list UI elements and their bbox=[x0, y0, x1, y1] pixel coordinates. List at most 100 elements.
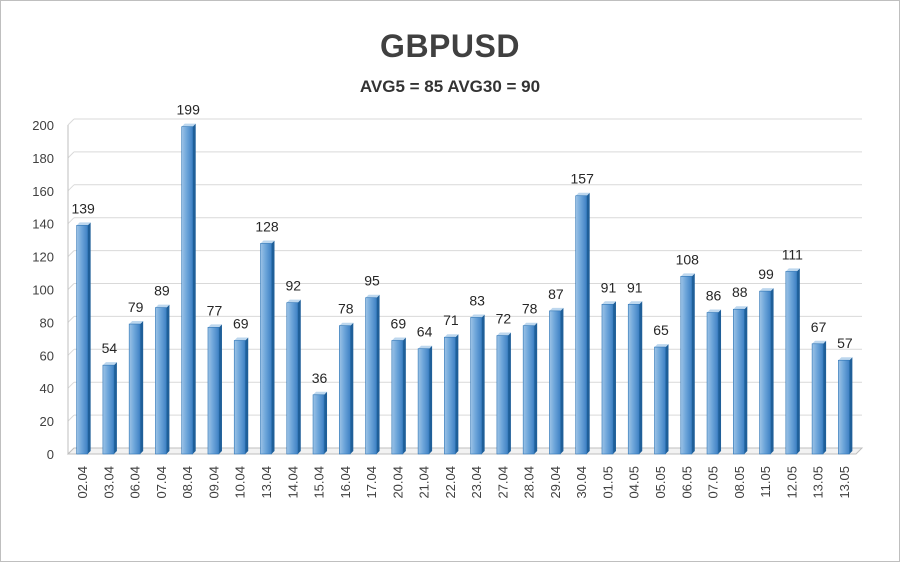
bar bbox=[522, 325, 535, 455]
bar bbox=[785, 271, 798, 455]
gridline-depth bbox=[67, 151, 75, 159]
bar-top bbox=[339, 322, 354, 326]
y-tick-label: 180 bbox=[32, 151, 54, 166]
data-label: 71 bbox=[443, 312, 459, 328]
y-tick-label: 80 bbox=[40, 315, 54, 330]
data-label: 57 bbox=[837, 335, 853, 351]
y-tick-label: 60 bbox=[40, 348, 54, 363]
data-label: 157 bbox=[571, 171, 595, 187]
bar bbox=[76, 225, 88, 455]
gridlines bbox=[67, 118, 862, 455]
data-label: 79 bbox=[128, 299, 144, 315]
data-label: 92 bbox=[285, 278, 301, 294]
gridline-depth bbox=[67, 118, 75, 126]
data-label: 128 bbox=[255, 218, 279, 234]
x-tick-label: 12.05 bbox=[784, 466, 799, 499]
bar-top bbox=[523, 322, 538, 326]
data-label: 72 bbox=[496, 311, 512, 327]
bar-top bbox=[313, 391, 328, 395]
bar bbox=[128, 323, 141, 455]
x-tick-label: 13.05 bbox=[837, 466, 852, 499]
bar bbox=[365, 297, 377, 455]
chart-subtitle: AVG5 = 85 AVG30 = 90 bbox=[359, 77, 541, 96]
y-tick-label: 140 bbox=[32, 217, 54, 232]
x-tick-label: 17.04 bbox=[364, 466, 379, 499]
bar-top bbox=[207, 324, 222, 328]
data-label: 91 bbox=[601, 279, 617, 295]
gridline-depth bbox=[67, 217, 75, 225]
y-tick-label: 200 bbox=[32, 118, 54, 133]
bar bbox=[706, 312, 719, 455]
bar-top bbox=[707, 309, 722, 313]
x-tick-label: 15.04 bbox=[312, 466, 327, 499]
data-label: 67 bbox=[811, 319, 827, 335]
bar-top bbox=[785, 268, 800, 272]
bar bbox=[496, 335, 509, 455]
x-tick-label: 14.04 bbox=[285, 466, 300, 499]
bar-side bbox=[560, 307, 564, 454]
bar-side bbox=[612, 301, 616, 454]
bar-side bbox=[271, 240, 275, 454]
bar-top bbox=[470, 314, 485, 318]
bar-side bbox=[770, 288, 774, 454]
x-tick-label: 13.05 bbox=[811, 466, 826, 499]
x-tick-label: 29.04 bbox=[548, 466, 563, 499]
bar bbox=[732, 308, 745, 455]
bar-side bbox=[402, 337, 406, 454]
gridline-depth bbox=[67, 316, 75, 323]
bar bbox=[181, 126, 193, 455]
bar-top bbox=[575, 192, 590, 196]
bar-side bbox=[744, 306, 748, 454]
bar bbox=[417, 348, 430, 455]
bar-side bbox=[639, 301, 643, 454]
bar-side bbox=[324, 391, 328, 454]
data-label: 64 bbox=[417, 324, 433, 340]
data-label: 77 bbox=[207, 302, 223, 318]
gridline-depth bbox=[67, 250, 75, 257]
gridline-depth bbox=[67, 283, 75, 290]
data-label: 89 bbox=[154, 283, 170, 299]
bar-top bbox=[181, 123, 196, 127]
data-label: 199 bbox=[177, 102, 201, 118]
x-tick-label: 07.05 bbox=[706, 466, 721, 499]
bar-side bbox=[376, 294, 380, 454]
bar-top bbox=[286, 299, 301, 303]
gridline-depth bbox=[67, 348, 75, 356]
x-tick-label: 28.04 bbox=[522, 466, 537, 499]
bar-side bbox=[245, 337, 249, 454]
bar-top bbox=[838, 357, 853, 361]
data-label: 83 bbox=[469, 292, 485, 308]
bar-top bbox=[129, 321, 144, 325]
bar-side bbox=[665, 344, 669, 454]
data-labels: 139 54 79 89 199 77 69 128 92 36 78 95 69 64 71 83 72 78 8… bbox=[71, 102, 852, 386]
bar-top bbox=[365, 294, 380, 298]
y-tick-label: 120 bbox=[32, 250, 54, 265]
bar bbox=[654, 346, 666, 455]
bar-side bbox=[586, 192, 590, 455]
x-axis: 02.04 03.04 06.04 07.04 08.04 09.04 10.04 13.04… bbox=[75, 466, 852, 499]
x-tick-label: 07.04 bbox=[154, 466, 169, 499]
y-tick-label: 40 bbox=[40, 381, 54, 396]
data-label: 95 bbox=[364, 273, 380, 289]
bar bbox=[811, 343, 824, 455]
bar bbox=[575, 195, 588, 455]
bar-top bbox=[549, 307, 564, 311]
bar bbox=[601, 304, 614, 455]
bar-top bbox=[733, 306, 748, 310]
bar-side bbox=[455, 334, 459, 454]
data-label: 111 bbox=[782, 246, 803, 262]
bar bbox=[155, 307, 167, 455]
bar bbox=[286, 302, 299, 455]
data-label: 108 bbox=[676, 251, 700, 267]
data-label: 86 bbox=[706, 288, 722, 304]
x-tick-label: 09.04 bbox=[206, 466, 221, 499]
bar bbox=[680, 276, 693, 455]
bar-side bbox=[429, 345, 433, 454]
x-tick-label: 11.05 bbox=[758, 466, 773, 498]
x-tick-label: 01.05 bbox=[600, 466, 615, 499]
x-tick-label: 16.04 bbox=[338, 466, 353, 499]
x-tick-label: 13.04 bbox=[259, 466, 274, 499]
bar bbox=[391, 340, 404, 455]
y-tick-label: 100 bbox=[32, 283, 54, 298]
